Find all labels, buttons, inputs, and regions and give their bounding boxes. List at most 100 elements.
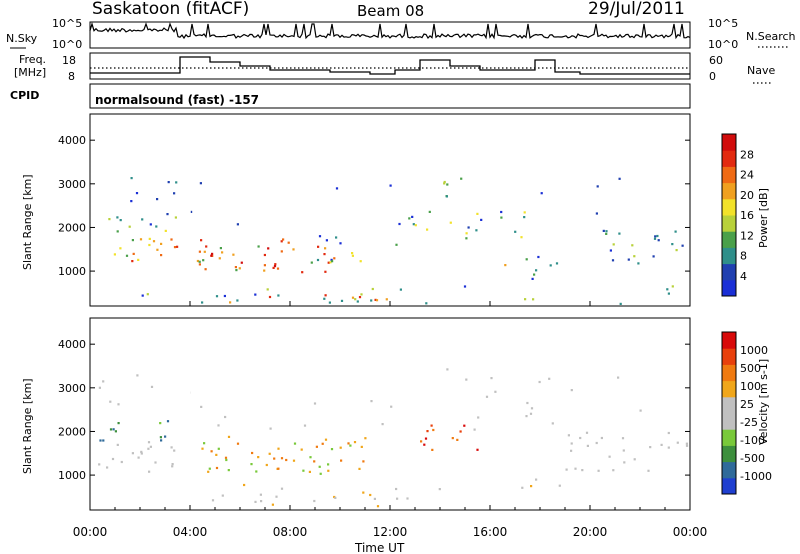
- power-cell: [108, 218, 111, 221]
- velocity-colorbar-swatch: [722, 364, 736, 382]
- velocity-cell: [529, 412, 533, 415]
- velocity-cell: [250, 463, 253, 466]
- power-cell: [324, 247, 327, 250]
- velocity-colorbar-swatch: [722, 445, 736, 463]
- power-cell: [335, 187, 339, 190]
- power-cell: [273, 265, 277, 268]
- power-cell: [204, 268, 207, 271]
- power-heatmap-cells: [108, 115, 684, 305]
- velocity-cell: [225, 458, 228, 462]
- power-cell: [333, 257, 336, 260]
- power-cell: [446, 183, 449, 186]
- power-colorbar-swatch: [722, 263, 736, 281]
- power-cell: [263, 264, 266, 267]
- power-cell: [218, 257, 221, 260]
- power-cell: [500, 216, 503, 219]
- power-cell: [173, 192, 176, 195]
- power-cell: [324, 294, 327, 297]
- power-cell: [351, 254, 354, 257]
- power-cell: [238, 267, 241, 270]
- power-cell: [335, 236, 338, 239]
- power-colorbar-tick-label: 16: [740, 209, 754, 222]
- power-cell: [235, 269, 238, 272]
- x-tick-label: 16:00: [473, 525, 508, 539]
- power-cell: [467, 226, 470, 229]
- velocity-cell: [622, 449, 625, 452]
- power-cell: [199, 182, 202, 185]
- velocity-cell: [339, 446, 342, 449]
- power-cell: [324, 270, 327, 273]
- power-cell: [354, 298, 357, 301]
- power-cell: [301, 271, 304, 274]
- power-cell: [148, 237, 151, 240]
- velocity-cell: [109, 400, 112, 403]
- x-tick-label: 12:00: [373, 525, 408, 539]
- velocity-cell: [617, 376, 620, 379]
- velocity-cell: [159, 422, 162, 425]
- power-cell: [205, 245, 208, 248]
- power-cell: [657, 239, 660, 242]
- velocity-cell: [647, 469, 650, 472]
- velocity-cell: [570, 449, 573, 452]
- power-cell: [411, 215, 414, 218]
- velocity-cell: [170, 446, 173, 449]
- power-cell: [160, 254, 163, 257]
- velocity-y-tick-label: 1000: [58, 469, 86, 482]
- velocity-cell: [420, 440, 423, 443]
- velocity-cell: [260, 500, 263, 503]
- power-cell: [475, 229, 478, 232]
- nsearch-label: N.Search: [746, 30, 796, 43]
- velocity-cell: [321, 442, 324, 445]
- velocity-colorbar-frame: [721, 331, 737, 495]
- freq-frame: [89, 52, 691, 80]
- data-gap: [178, 115, 191, 305]
- power-cell: [263, 269, 266, 272]
- power-cell: [323, 253, 326, 256]
- velocity-cell: [521, 486, 524, 489]
- velocity-colorbar-tick-label: -100: [740, 434, 765, 447]
- power-colorbar-swatch: [722, 247, 736, 265]
- power-cell: [654, 235, 657, 238]
- velocity-cell: [131, 452, 134, 455]
- velocity-cell: [426, 430, 429, 433]
- velocity-cell: [280, 457, 284, 460]
- velocity-cell: [558, 484, 561, 487]
- velocity-cell: [200, 405, 203, 408]
- velocity-cell: [221, 494, 224, 497]
- power-cell: [232, 253, 235, 256]
- station-title: Saskatoon (fitACF): [92, 0, 249, 19]
- velocity-cell: [685, 442, 688, 445]
- power-cell: [463, 285, 467, 288]
- power-cell: [149, 223, 152, 226]
- power-cell: [267, 247, 270, 250]
- velocity-cell: [164, 435, 167, 438]
- power-colorbar-frame: [721, 133, 737, 297]
- power-cell: [514, 230, 517, 233]
- velocity-cell: [432, 428, 435, 432]
- velocity-cell: [211, 499, 215, 502]
- power-colorbar-swatch: [722, 182, 736, 200]
- power-cell: [210, 254, 213, 257]
- velocity-cell: [313, 402, 317, 405]
- power-cell: [116, 230, 119, 233]
- velocity-colorbar-tick-label: 1000: [740, 344, 768, 357]
- power-cell: [637, 262, 640, 265]
- velocity-cell: [117, 422, 120, 425]
- velocity-cell: [273, 457, 276, 460]
- velocity-colorbar-swatch: [722, 477, 736, 495]
- velocity-cell: [98, 463, 101, 466]
- velocity-cell: [150, 385, 154, 388]
- velocity-cell: [477, 416, 480, 419]
- velocity-panel: 1000 2000 3000 4000 00:00 04:00 08:00 12:00 16:…: [21, 317, 772, 554]
- velocity-cell: [140, 452, 143, 455]
- velocity-y-tick-label: 2000: [58, 425, 86, 438]
- velocity-cell: [243, 483, 246, 487]
- velocity-cell: [608, 455, 611, 458]
- power-colorbar-label: Power [dB]: [757, 188, 770, 248]
- velocity-cell: [612, 469, 615, 472]
- power-cell: [609, 249, 612, 252]
- power-cell: [173, 246, 177, 249]
- velocity-cell: [451, 437, 454, 440]
- velocity-cell: [530, 407, 534, 410]
- velocity-cell: [473, 428, 476, 431]
